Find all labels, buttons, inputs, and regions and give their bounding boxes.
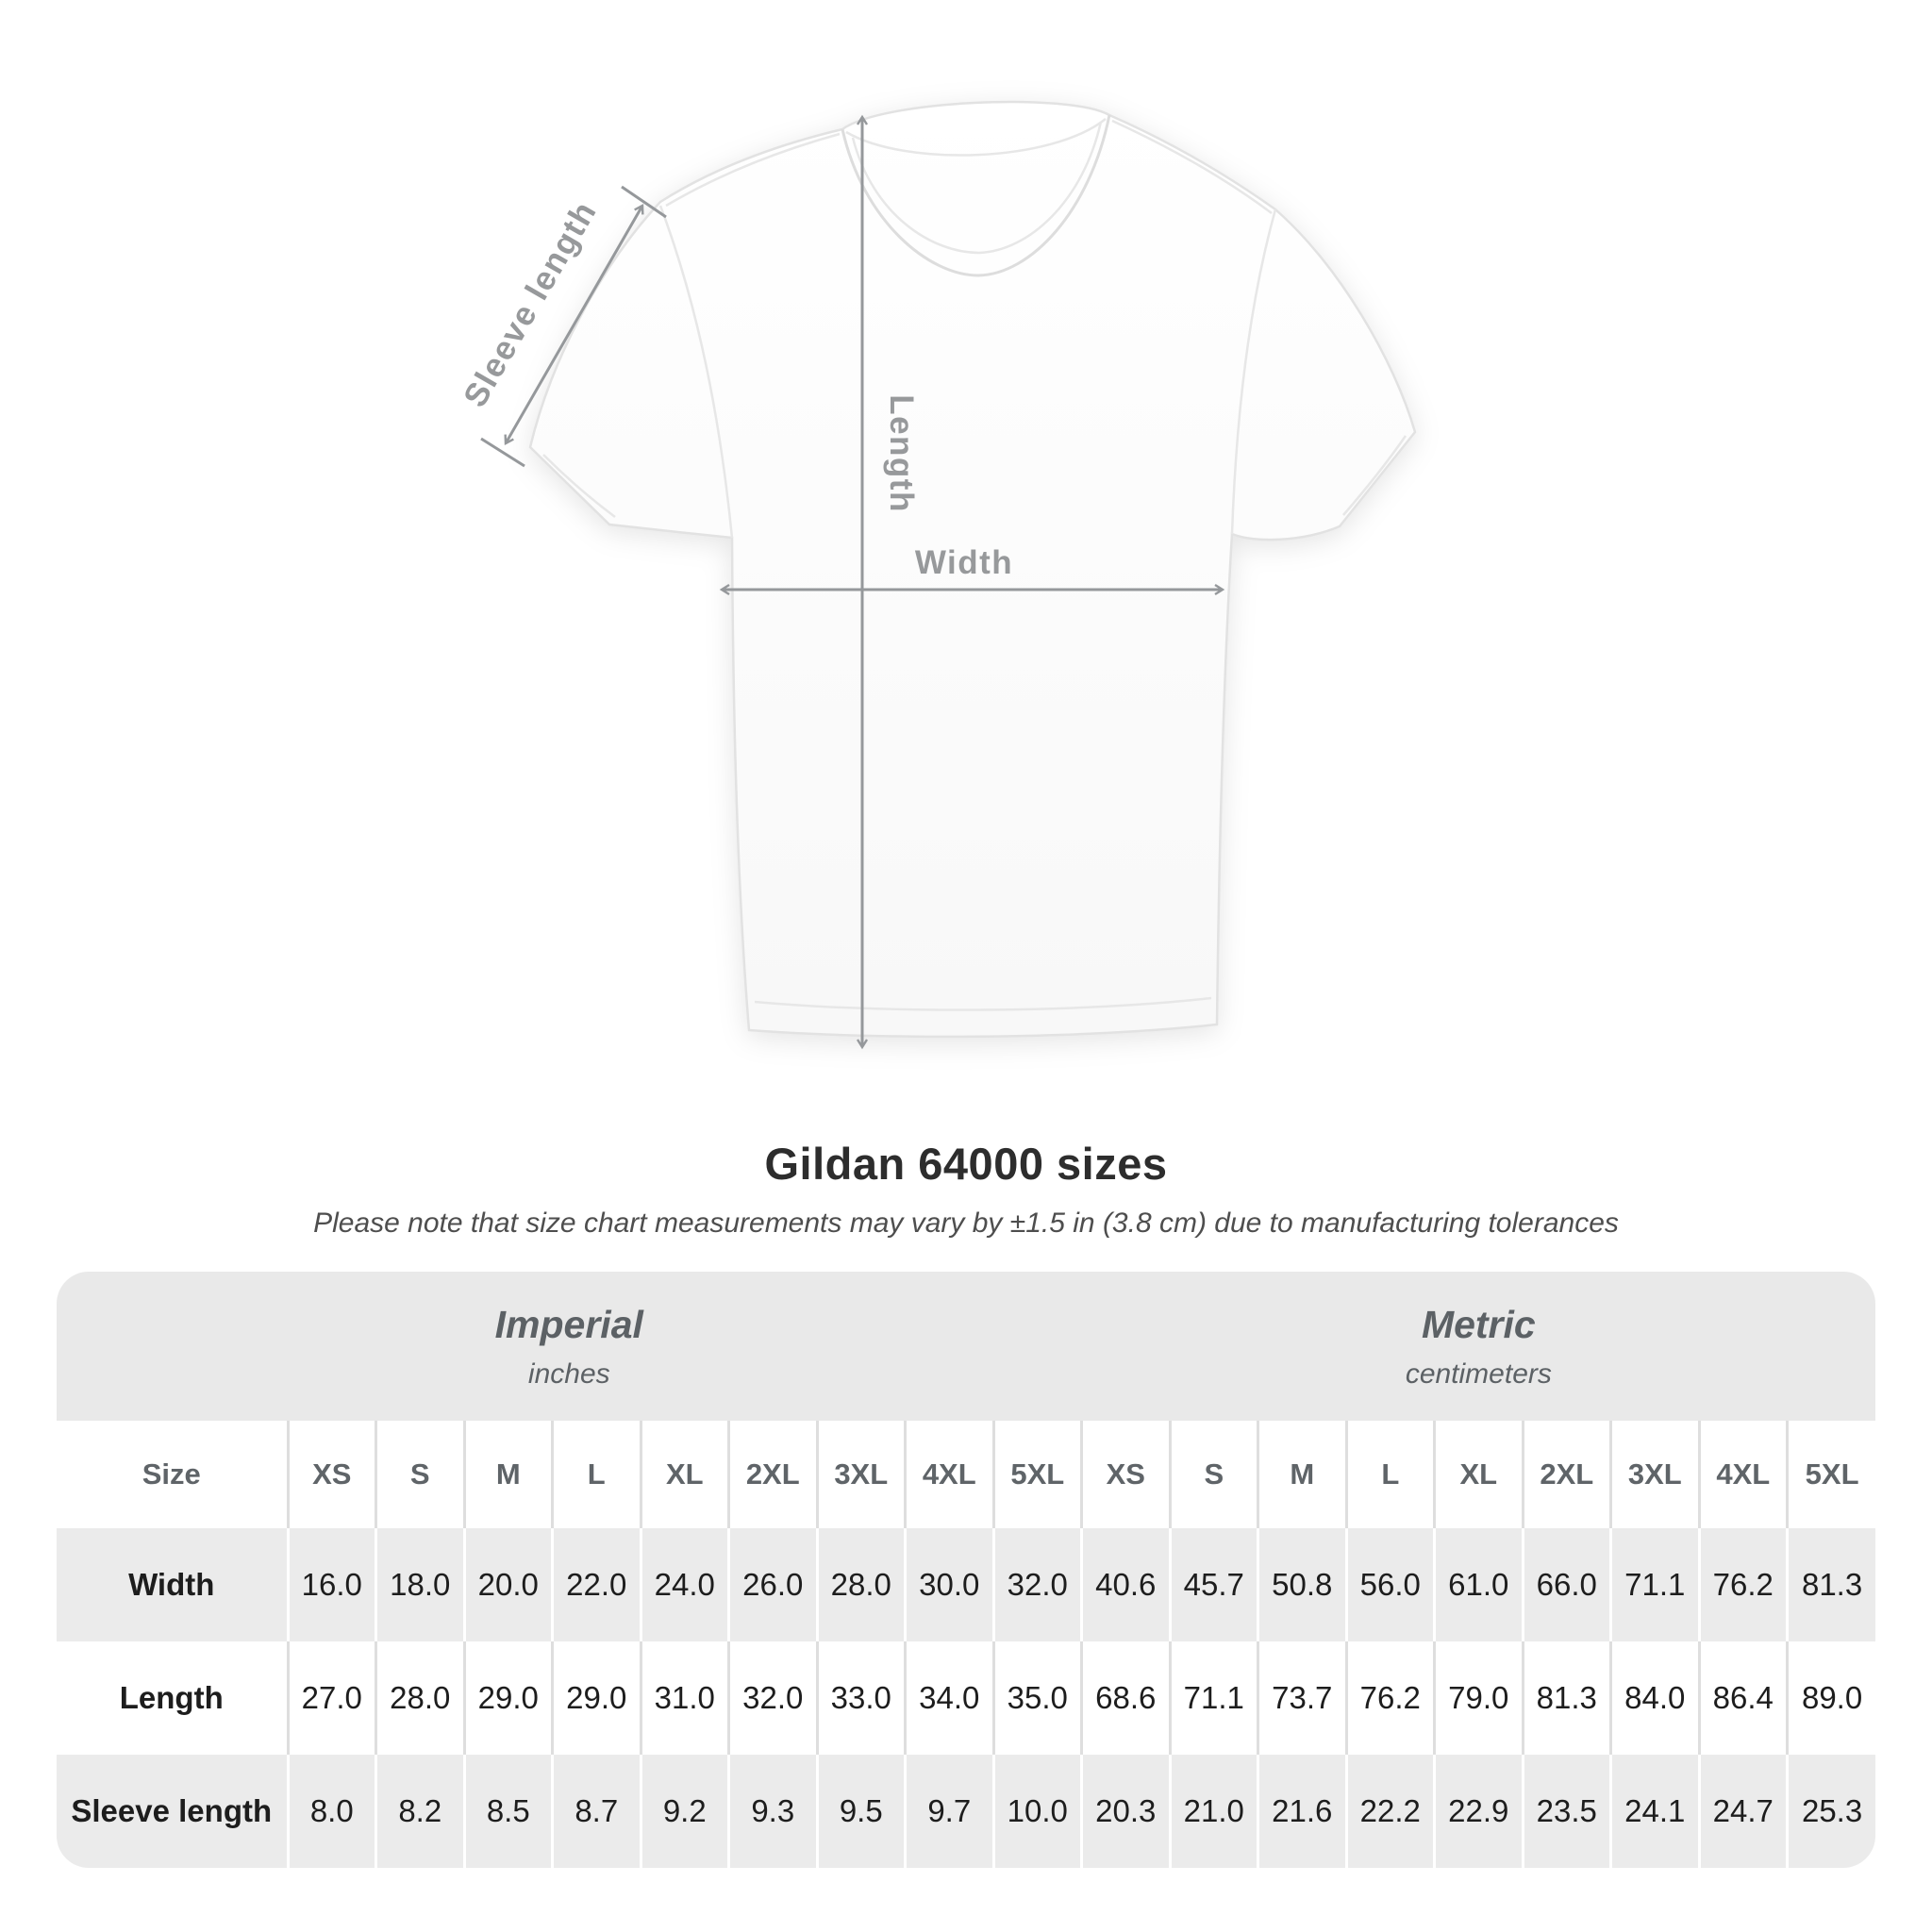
size-header: 5XL — [1786, 1421, 1875, 1528]
value-cell: 56.0 — [1344, 1528, 1435, 1641]
metric-group-unit: centimeters — [1405, 1357, 1552, 1390]
size-column-header: Size — [57, 1421, 288, 1528]
value-cell: 31.0 — [639, 1641, 729, 1755]
size-header: XL — [639, 1421, 729, 1528]
value-cell: 79.0 — [1433, 1641, 1524, 1755]
metric-group-header: Metric centimeters — [1081, 1272, 1875, 1421]
size-header: M — [1257, 1421, 1347, 1528]
size-header: 2XL — [1521, 1421, 1611, 1528]
value-cell: 21.6 — [1257, 1755, 1347, 1868]
value-cell: 9.2 — [639, 1755, 729, 1868]
value-cell: 8.7 — [551, 1755, 641, 1868]
value-cell: 76.2 — [1344, 1641, 1435, 1755]
row-label: Width — [57, 1528, 288, 1641]
value-cell: 50.8 — [1257, 1528, 1347, 1641]
size-header: XS — [1080, 1421, 1171, 1528]
value-cell: 81.3 — [1521, 1641, 1611, 1755]
value-cell: 28.0 — [815, 1528, 906, 1641]
value-cell: 29.0 — [462, 1641, 553, 1755]
value-cell: 73.7 — [1257, 1641, 1347, 1755]
table-row-sleeve-length: Sleeve length 8.0 8.2 8.5 8.7 9.2 9.3 9.… — [57, 1755, 1875, 1868]
size-header: 3XL — [1609, 1421, 1700, 1528]
value-cell: 45.7 — [1168, 1528, 1258, 1641]
imperial-group-title: Imperial — [494, 1302, 643, 1346]
row-label: Sleeve length — [57, 1755, 288, 1868]
value-cell: 24.0 — [639, 1528, 729, 1641]
value-cell: 76.2 — [1697, 1528, 1788, 1641]
sleeve-length-arrow — [504, 204, 644, 445]
value-cell: 26.0 — [727, 1528, 817, 1641]
value-cell: 8.2 — [375, 1755, 464, 1868]
size-header: 2XL — [727, 1421, 817, 1528]
value-cell: 89.0 — [1786, 1641, 1875, 1755]
size-header: L — [1344, 1421, 1435, 1528]
value-cell: 61.0 — [1433, 1528, 1524, 1641]
value-cell: 34.0 — [904, 1641, 993, 1755]
sleeve-length-tick-top — [621, 185, 667, 219]
value-cell: 66.0 — [1521, 1528, 1611, 1641]
value-cell: 32.0 — [991, 1528, 1082, 1641]
value-cell: 81.3 — [1786, 1528, 1875, 1641]
value-cell: 16.0 — [286, 1528, 376, 1641]
value-cell: 9.5 — [815, 1755, 906, 1868]
value-cell: 35.0 — [991, 1641, 1082, 1755]
value-cell: 33.0 — [815, 1641, 906, 1755]
size-table: Imperial inches Metric centimeters Size … — [57, 1272, 1875, 1868]
size-chart-card: Imperial inches Metric centimeters Size … — [57, 1272, 1875, 1868]
value-cell: 29.0 — [551, 1641, 641, 1755]
size-header: XS — [286, 1421, 376, 1528]
value-cell: 71.1 — [1609, 1528, 1700, 1641]
tshirt-image — [528, 100, 1417, 1039]
value-cell: 22.2 — [1344, 1755, 1435, 1868]
value-cell: 23.5 — [1521, 1755, 1611, 1868]
value-cell: 86.4 — [1697, 1641, 1788, 1755]
table-row-width: Width 16.0 18.0 20.0 22.0 24.0 26.0 28.0… — [57, 1528, 1875, 1641]
size-header: XL — [1433, 1421, 1524, 1528]
tshirt-diagram: Length Width Sleeve length — [457, 100, 1417, 1050]
imperial-group-header: Imperial inches — [57, 1272, 1082, 1421]
size-header: S — [1168, 1421, 1258, 1528]
value-cell: 22.9 — [1433, 1755, 1524, 1868]
value-cell: 24.1 — [1609, 1755, 1700, 1868]
size-header: 5XL — [991, 1421, 1082, 1528]
value-cell: 25.3 — [1786, 1755, 1875, 1868]
value-cell: 8.5 — [462, 1755, 553, 1868]
row-label: Length — [57, 1641, 288, 1755]
size-header: 3XL — [815, 1421, 906, 1528]
metric-group-title: Metric — [1421, 1302, 1536, 1346]
value-cell: 22.0 — [551, 1528, 641, 1641]
value-cell: 32.0 — [727, 1641, 817, 1755]
value-cell: 28.0 — [375, 1641, 464, 1755]
size-header: 4XL — [1697, 1421, 1788, 1528]
value-cell: 10.0 — [991, 1755, 1082, 1868]
value-cell: 68.6 — [1080, 1641, 1171, 1755]
size-header: M — [462, 1421, 553, 1528]
page-title: Gildan 64000 sizes — [764, 1139, 1168, 1189]
width-label: Width — [915, 544, 1013, 581]
value-cell: 20.0 — [462, 1528, 553, 1641]
value-cell: 8.0 — [286, 1755, 376, 1868]
imperial-group-unit: inches — [527, 1357, 610, 1390]
value-cell: 84.0 — [1609, 1641, 1700, 1755]
value-cell: 9.3 — [727, 1755, 817, 1868]
value-cell: 40.6 — [1080, 1528, 1171, 1641]
size-header: 4XL — [904, 1421, 993, 1528]
size-header-row: Size XS S M L XL 2XL 3XL 4XL 5XL XS S M … — [57, 1421, 1875, 1528]
value-cell: 21.0 — [1168, 1755, 1258, 1868]
length-label: Length — [883, 394, 920, 513]
size-header: L — [551, 1421, 641, 1528]
size-header: S — [375, 1421, 464, 1528]
value-cell: 71.1 — [1168, 1641, 1258, 1755]
value-cell: 9.7 — [904, 1755, 993, 1868]
value-cell: 18.0 — [375, 1528, 464, 1641]
unit-group-row: Imperial inches Metric centimeters — [57, 1272, 1875, 1421]
value-cell: 24.7 — [1697, 1755, 1788, 1868]
tolerance-note: Please note that size chart measurements… — [313, 1208, 1619, 1239]
value-cell: 20.3 — [1080, 1755, 1171, 1868]
table-row-length: Length 27.0 28.0 29.0 29.0 31.0 32.0 33.… — [57, 1641, 1875, 1755]
value-cell: 27.0 — [286, 1641, 376, 1755]
value-cell: 30.0 — [904, 1528, 993, 1641]
sleeve-length-tick-bottom — [480, 437, 525, 468]
